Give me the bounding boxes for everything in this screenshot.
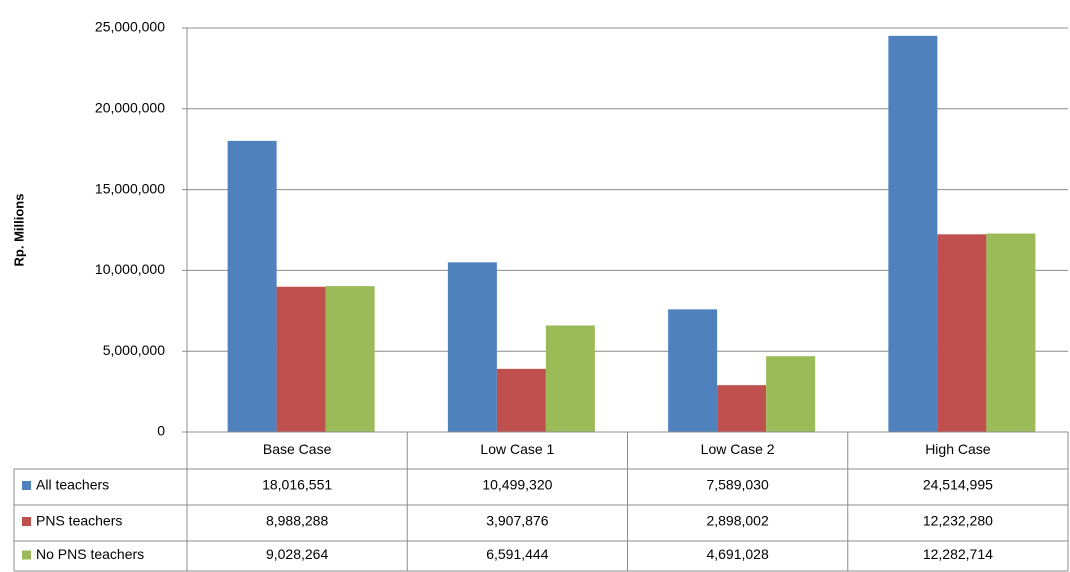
bar	[325, 286, 375, 432]
x-tick-label: High Case	[925, 441, 991, 457]
bar	[227, 140, 277, 432]
bar	[496, 368, 546, 432]
y-tick-label: 15,000,000	[95, 180, 165, 196]
legend-label: PNS teachers	[36, 513, 122, 529]
y-tick-label: 25,000,000	[95, 19, 165, 35]
bar	[888, 35, 938, 433]
bar	[545, 325, 595, 432]
table-cell: 24,514,995	[923, 477, 993, 493]
legend-swatch	[22, 481, 31, 490]
bar	[276, 286, 326, 432]
bar	[668, 309, 718, 432]
legend-swatch	[22, 550, 31, 560]
legend-swatch	[22, 517, 31, 526]
table-cell: 12,232,280	[923, 513, 993, 529]
bar	[986, 233, 1036, 432]
y-tick-label: 0	[157, 423, 165, 439]
x-tick-label: Low Case 1	[480, 441, 554, 457]
table-cell: 9,028,264	[266, 546, 328, 562]
table-cell: 6,591,444	[486, 546, 548, 562]
table-cell: 2,898,002	[706, 513, 768, 529]
x-tick-label: Low Case 2	[701, 441, 775, 457]
bar	[766, 356, 816, 432]
table-cell: 4,691,028	[706, 546, 768, 562]
y-tick-label: 20,000,000	[95, 100, 165, 116]
y-tick-label: 5,000,000	[103, 342, 165, 358]
x-tick-label: Base Case	[263, 441, 332, 457]
table-cell: 18,016,551	[262, 477, 332, 493]
table-cell: 10,499,320	[482, 477, 552, 493]
bar	[717, 385, 767, 432]
bar	[937, 234, 987, 432]
table-cell: 12,282,714	[923, 546, 993, 562]
y-tick-label: 10,000,000	[95, 261, 165, 277]
bar	[447, 262, 497, 432]
table-cell: 3,907,876	[486, 513, 548, 529]
legend-label: No PNS teachers	[36, 546, 144, 562]
table-cell: 8,988,288	[266, 513, 328, 529]
y-axis-label: Rp. Millions	[11, 194, 26, 267]
legend-label: All teachers	[36, 477, 109, 493]
table-cell: 7,589,030	[706, 477, 768, 493]
